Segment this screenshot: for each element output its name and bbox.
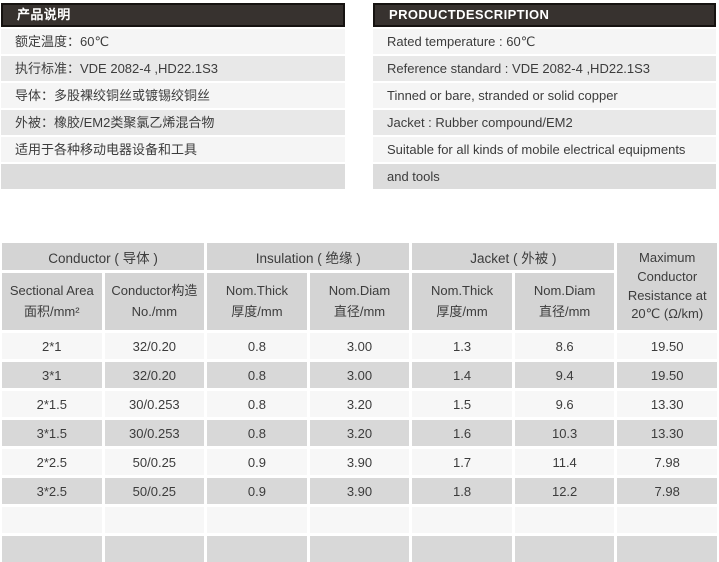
table-cell-empty	[514, 507, 615, 533]
table-cell: 19.50	[617, 362, 717, 388]
table-cell: 1.6	[412, 420, 512, 446]
table-cell: 1.5	[412, 391, 512, 417]
subheader-cn: 直径/mm	[333, 303, 386, 319]
top-section: 产品说明 额定温度：60℃ 执行标准：VDE 2082-4 ,HD22.1S3 …	[0, 0, 719, 189]
table-cell: 9.4	[514, 362, 615, 388]
table-cell: 2*1.5	[2, 391, 102, 417]
table-subheader-sectional-area: Sectional Area 面积/mm²	[2, 273, 102, 330]
table-cell: 3*1.5	[2, 420, 102, 446]
subheader-en: Nom.Thick	[225, 283, 288, 299]
subheader-cn: No./mm	[131, 303, 178, 319]
table-cell: 7.98	[617, 478, 717, 504]
table-cell: 1.3	[412, 333, 512, 359]
table-cell: 9.6	[514, 391, 615, 417]
table-cell: 3.20	[309, 391, 410, 417]
table-cell: 3.90	[309, 449, 410, 475]
subheader-en: Nom.Diam	[328, 283, 391, 299]
table-cell: 30/0.253	[104, 391, 205, 417]
table-cell: 1.4	[412, 362, 512, 388]
table-group-header-insulation: Insulation ( 绝缘 )	[207, 243, 410, 270]
table-cell-empty	[309, 536, 410, 562]
subheader-cn: 直径/mm	[538, 303, 591, 319]
subheader-cn: 厚度/mm	[231, 303, 283, 319]
panel-header-cn: 产品说明	[1, 3, 345, 27]
table-cell: 2*1	[2, 333, 102, 359]
table-cell-empty	[104, 536, 205, 562]
table-cell-empty	[2, 536, 102, 562]
panel-title-cn: 产品说明	[17, 7, 71, 22]
table-subheader-insulation-thickness: Nom.Thick 厚度/mm	[207, 273, 307, 330]
specification-table: Conductor ( 导体 ) Insulation ( 绝缘 ) Jacke…	[2, 243, 717, 562]
table-cell: 7.98	[617, 449, 717, 475]
table-cell: 0.9	[207, 478, 307, 504]
table-cell: 50/0.25	[104, 478, 205, 504]
table-subheader-jacket-diameter: Nom.Diam 直径/mm	[514, 273, 615, 330]
table-cell-empty	[412, 536, 512, 562]
spec-row-reference-standard-cn: 执行标准：VDE 2082-4 ,HD22.1S3	[1, 56, 345, 81]
table-cell: 0.8	[207, 333, 307, 359]
table-cell-empty	[617, 536, 717, 562]
table-subheader-jacket-thickness: Nom.Thick 厚度/mm	[412, 273, 512, 330]
spec-row-application-en-cont: and tools	[373, 164, 716, 189]
spec-row-rated-temperature-cn: 额定温度：60℃	[1, 29, 345, 54]
spec-row-jacket-cn: 外被：橡胶/EM2类聚氯乙烯混合物	[1, 110, 345, 135]
spec-row-application-cn: 适用于各种移动电器设备和工具	[1, 137, 345, 162]
table-cell-empty	[2, 507, 102, 533]
spec-row-conductor-cn: 导体：多股裸绞铜丝或镀锡绞铜丝	[1, 83, 345, 108]
table-cell: 1.8	[412, 478, 512, 504]
table-cell: 8.6	[514, 333, 615, 359]
table-cell: 3.20	[309, 420, 410, 446]
product-description-panel-en: PRODUCTDESCRIPTION Rated temperature : 6…	[373, 3, 716, 189]
table-cell: 0.9	[207, 449, 307, 475]
spec-row-jacket-en: Jacket : Rubber compound/EM2	[373, 110, 716, 135]
table-cell: 3.90	[309, 478, 410, 504]
spec-row-empty-cn	[1, 164, 345, 189]
table-cell: 1.7	[412, 449, 512, 475]
table-cell: 11.4	[514, 449, 615, 475]
table-cell: 3.00	[309, 333, 410, 359]
spec-row-application-en: Suitable for all kinds of mobile electri…	[373, 137, 716, 162]
spec-row-rated-temperature-en: Rated temperature : 60℃	[373, 29, 716, 54]
table-cell: 50/0.25	[104, 449, 205, 475]
table-subheader-insulation-diameter: Nom.Diam 直径/mm	[309, 273, 410, 330]
panel-header-en: PRODUCTDESCRIPTION	[373, 3, 716, 27]
table-cell: 3*1	[2, 362, 102, 388]
product-description-panel-cn: 产品说明 额定温度：60℃ 执行标准：VDE 2082-4 ,HD22.1S3 …	[1, 3, 345, 189]
table-subheader-conductor-construction: Conductor构造 No./mm	[104, 273, 205, 330]
table-cell-empty	[309, 507, 410, 533]
table-cell-empty	[207, 507, 307, 533]
subheader-en: Nom.Diam	[533, 283, 596, 299]
spec-row-reference-standard-en: Reference standard : VDE 2082-4 ,HD22.1S…	[373, 56, 716, 81]
table-header-max-resistance: Maximum Conductor Resistance at 20℃ (Ω/k…	[617, 243, 717, 330]
subheader-en: Nom.Thick	[431, 283, 494, 299]
table-cell: 12.2	[514, 478, 615, 504]
table-cell: 30/0.253	[104, 420, 205, 446]
table-cell: 32/0.20	[104, 333, 205, 359]
subheader-en: Conductor构造	[111, 283, 198, 299]
table-cell: 13.30	[617, 420, 717, 446]
table-cell: 2*2.5	[2, 449, 102, 475]
table-group-header-conductor: Conductor ( 导体 )	[2, 243, 205, 270]
table-cell-empty	[104, 507, 205, 533]
table-cell-empty	[207, 536, 307, 562]
table-cell-empty	[514, 536, 615, 562]
panel-title-en: PRODUCTDESCRIPTION	[389, 7, 550, 22]
table-group-header-jacket: Jacket ( 外被 )	[412, 243, 615, 270]
table-cell-empty	[412, 507, 512, 533]
table-cell-empty	[617, 507, 717, 533]
table-cell: 0.8	[207, 362, 307, 388]
subheader-cn: 面积/mm²	[23, 303, 80, 319]
table-cell: 3*2.5	[2, 478, 102, 504]
spec-row-conductor-en: Tinned or bare, stranded or solid copper	[373, 83, 716, 108]
table-cell: 0.8	[207, 391, 307, 417]
subheader-cn: 厚度/mm	[436, 303, 488, 319]
subheader-en: Sectional Area	[9, 283, 94, 299]
table-cell: 19.50	[617, 333, 717, 359]
table-cell: 13.30	[617, 391, 717, 417]
table-cell: 3.00	[309, 362, 410, 388]
table-cell: 0.8	[207, 420, 307, 446]
table-cell: 32/0.20	[104, 362, 205, 388]
panel-gap	[345, 3, 373, 189]
table-cell: 10.3	[514, 420, 615, 446]
